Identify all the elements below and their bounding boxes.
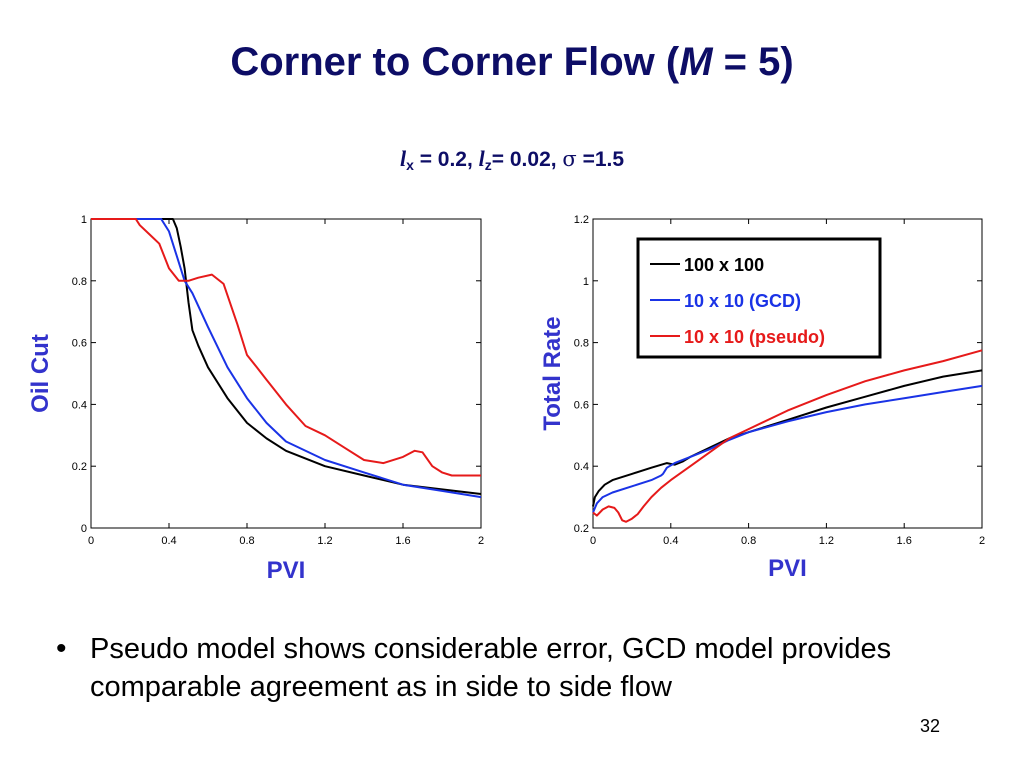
series-line: [592, 369, 983, 507]
y-tick-label: 1: [81, 214, 87, 226]
page-number: 32: [919, 716, 940, 736]
sigma-symbol: σ: [562, 147, 577, 171]
lz-value: = 0.02,: [491, 148, 563, 171]
lz-subscript: z: [484, 157, 492, 173]
legend-entry: 10 x 10 (pseudo): [684, 327, 825, 347]
y-tick-label: 0.4: [574, 461, 589, 473]
plot-frame: [592, 218, 983, 529]
y-tick-label: 0.2: [574, 523, 589, 535]
series-line: [91, 218, 481, 477]
y-tick-label: 0.8: [72, 276, 87, 288]
x-axis-label: PVI: [267, 557, 306, 584]
lx-symbol: l: [399, 146, 407, 171]
x-tick-label: 2: [979, 535, 985, 547]
series-line: [91, 218, 482, 495]
x-tick-label: 2: [478, 535, 484, 547]
x-tick-label: 1.6: [395, 535, 410, 547]
y-axis-label: Total Rate: [539, 316, 566, 430]
x-tick-label: 1.2: [317, 535, 332, 547]
legend-box: [636, 237, 882, 359]
y-tick-label: 0.8: [574, 338, 589, 350]
parameter-line: lx = 0.2, lz= 0.02, σ =1.5: [0, 146, 1024, 173]
sigma-value: =1.5: [576, 148, 625, 171]
y-axis-label: Oil Cut: [27, 334, 54, 413]
bullet-point-icon: •: [56, 632, 67, 665]
lz-symbol: l: [478, 146, 485, 171]
lx-value: = 0.2,: [413, 148, 479, 171]
lx-subscript: x: [406, 157, 414, 173]
x-tick-label: 0.8: [741, 535, 756, 547]
y-tick-label: 0.6: [72, 338, 87, 350]
x-tick-label: 0.4: [663, 535, 678, 547]
legend-entry: 100 x 100: [684, 255, 764, 275]
x-axis-label: PVI: [768, 555, 807, 582]
y-tick-label: 0.2: [72, 461, 87, 473]
x-tick-label: 1.6: [897, 535, 912, 547]
y-tick-label: 0: [81, 523, 87, 535]
x-tick-label: 1.2: [819, 535, 834, 547]
series-line: [592, 349, 983, 523]
plot-frame: [90, 218, 482, 529]
x-tick-label: 0: [590, 535, 596, 547]
legend-entry: 10 x 10 (GCD): [684, 291, 801, 311]
y-tick-label: 0.4: [72, 399, 87, 411]
series-line: [592, 384, 983, 513]
x-tick-label: 0: [88, 535, 94, 547]
series-line: [91, 218, 482, 499]
slide-title: Corner to Corner Flow (M = 5): [230, 40, 794, 84]
x-tick-label: 0.4: [161, 535, 176, 547]
x-tick-label: 0.8: [239, 535, 254, 547]
y-tick-label: 1: [583, 276, 589, 288]
y-tick-label: 1.2: [574, 214, 589, 226]
bullet-text: Pseudo model shows considerable error, G…: [90, 633, 892, 703]
y-tick-label: 0.6: [574, 399, 589, 411]
